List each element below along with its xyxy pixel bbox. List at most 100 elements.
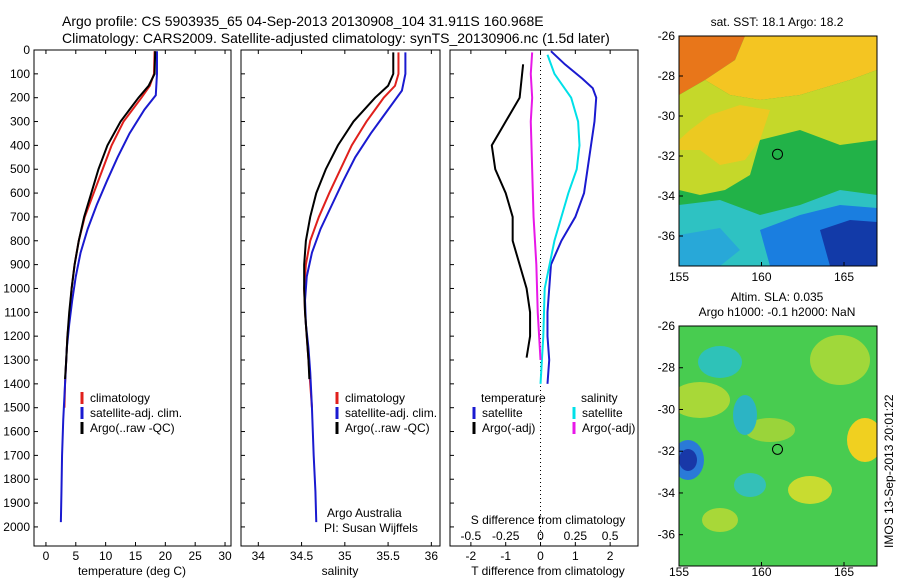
title-line-1: Argo profile: CS 5903935_65 04-Sep-2013 … [62, 13, 544, 29]
x-tick-label: 36 [425, 549, 439, 563]
x-tick-label: 165 [834, 565, 854, 579]
s-tick-label: 0 [537, 529, 544, 543]
series-line-salinity-satellite [539, 54, 581, 384]
sla-map-axes: 155 160 165 -26 -28 -30 -32 -34 -36 [658, 319, 855, 579]
y-tick-label: 1400 [3, 377, 30, 391]
difference-legend: temperature salinity satellite Argo(-adj… [472, 391, 635, 435]
x-tick-label: 165 [834, 270, 854, 284]
series-line-climatology [303, 52, 400, 408]
legend-label-argo: Argo(..raw -QC) [90, 421, 175, 435]
x-tick-label: -1 [500, 549, 511, 563]
s-tick-label: 0.25 [564, 529, 588, 543]
sst-argo-position-marker [772, 148, 784, 160]
t-difference-axis-label: T difference from climatology [471, 564, 625, 578]
salinity-panel-frame [240, 49, 441, 547]
series-line-temperature-argo-adj- [490, 64, 532, 358]
legend-label-s-argo: Argo(-adj) [582, 421, 635, 435]
series-line-salinity-argo-adj- [529, 52, 542, 361]
y-tick-label: -32 [658, 149, 676, 163]
x-tick-label: 25 [189, 549, 203, 563]
x-tick-label: 2 [607, 549, 614, 563]
y-tick-label: 900 [10, 258, 30, 272]
legend-label-s-satellite: satellite [582, 406, 623, 420]
y-tick-label: 1800 [3, 472, 30, 486]
y-tick-label: 1200 [3, 329, 30, 343]
difference-panel-frame [449, 49, 639, 547]
y-tick-label: -34 [658, 189, 676, 203]
y-tick-label: 400 [10, 138, 30, 152]
x-tick-label: 10 [99, 549, 113, 563]
legend-label-t-argo: Argo(-adj) [482, 421, 535, 435]
x-tick-label: 5 [72, 549, 79, 563]
x-tick-label: 160 [751, 270, 771, 284]
temperature-plot: 0 5 10 15 20 25 300100200300400500600700800900… [3, 43, 232, 563]
y-tick-label: 100 [10, 67, 30, 81]
y-tick-label: -36 [658, 528, 676, 542]
sla-map-field [679, 326, 877, 566]
x-tick-label: 15 [129, 549, 143, 563]
temperature-axis-label: temperature (deg C) [78, 564, 186, 578]
title-line-2: Climatology: CARS2009. Satellite-adjuste… [62, 30, 610, 46]
s-tick-label: -0.5 [461, 529, 482, 543]
s-tick-label: 0.5 [602, 529, 619, 543]
pi-annotation: PI: Susan Wijffels [324, 521, 418, 535]
x-tick-label: 155 [669, 565, 689, 579]
legend-label-climatology: climatology [345, 391, 405, 405]
sst-map-frame [678, 35, 878, 267]
x-tick-label: 35 [338, 549, 352, 563]
temperature-panel-frame [33, 49, 232, 547]
y-tick-label: 300 [10, 115, 30, 129]
s-tick-label: -0.25 [492, 529, 520, 543]
y-tick-label: 2000 [3, 520, 30, 534]
y-tick-label: 200 [10, 91, 30, 105]
legend-title-salinity: salinity [581, 391, 618, 405]
y-tick-label: 500 [10, 162, 30, 176]
difference-plot: -2 -1 0 1 2 -0.5 -0.25 0 0.25 0.5 [450, 49, 619, 563]
s-difference-axis-label: S difference from climatology [471, 513, 626, 527]
x-tick-label: 1 [572, 549, 579, 563]
x-tick-label: 155 [669, 270, 689, 284]
x-tick-label: 30 [218, 549, 232, 563]
salinity-legend: climatology satellite-adj. clim. Argo(..… [335, 391, 437, 435]
y-tick-label: 0 [23, 43, 30, 57]
legend-label-climatology: climatology [90, 391, 150, 405]
x-tick-label: 160 [751, 565, 771, 579]
series-line-satellite-adj-clim- [304, 52, 407, 523]
sla-map-title: Altim. SLA: 0.035 [731, 290, 824, 304]
y-tick-label: 1000 [3, 281, 30, 295]
salinity-axis-label: salinity [322, 564, 359, 578]
series-line-satellite-adj-clim- [59, 51, 158, 523]
y-tick-label: 700 [10, 210, 30, 224]
y-tick-label: -30 [658, 109, 676, 123]
sla-argo-position-marker [772, 443, 784, 455]
y-tick-label: 800 [10, 234, 30, 248]
owner-annotation: Argo Australia [327, 506, 402, 520]
x-tick-label: 34 [252, 549, 266, 563]
y-tick-label: -28 [658, 361, 676, 375]
y-tick-label: -26 [658, 29, 676, 43]
sst-map-field [679, 36, 877, 266]
y-tick-label: 1300 [3, 353, 30, 367]
legend-label-argo: Argo(..raw -QC) [345, 421, 430, 435]
legend-label-satellite: satellite-adj. clim. [345, 406, 437, 420]
series-line-temperature-satellite [546, 50, 598, 384]
x-tick-label: 35.5 [376, 549, 400, 563]
temperature-legend: climatology satellite-adj. clim. Argo(..… [80, 391, 182, 435]
sst-map-title: sat. SST: 18.1 Argo: 18.2 [711, 15, 844, 29]
sst-map-axes: 155 160 165 -26 -28 -30 -32 -34 -36 [658, 29, 855, 284]
x-tick-label: 0 [43, 549, 50, 563]
legend-title-temperature: temperature [481, 391, 546, 405]
x-tick-label: 20 [159, 549, 173, 563]
x-tick-label: -2 [466, 549, 477, 563]
sla-map-subtitle: Argo h1000: -0.1 h2000: NaN [699, 305, 856, 319]
y-tick-label: 600 [10, 186, 30, 200]
series-line-climatology [63, 51, 156, 408]
legend-label-t-satellite: satellite [482, 406, 523, 420]
imos-timestamp: IMOS 13-Sep-2013 20:01:22 [882, 394, 896, 548]
y-tick-label: -32 [658, 444, 676, 458]
y-tick-label: 1600 [3, 425, 30, 439]
sla-map-frame [678, 325, 878, 567]
series-line-argo-raw-qc- [64, 51, 157, 380]
y-tick-label: -34 [658, 486, 676, 500]
